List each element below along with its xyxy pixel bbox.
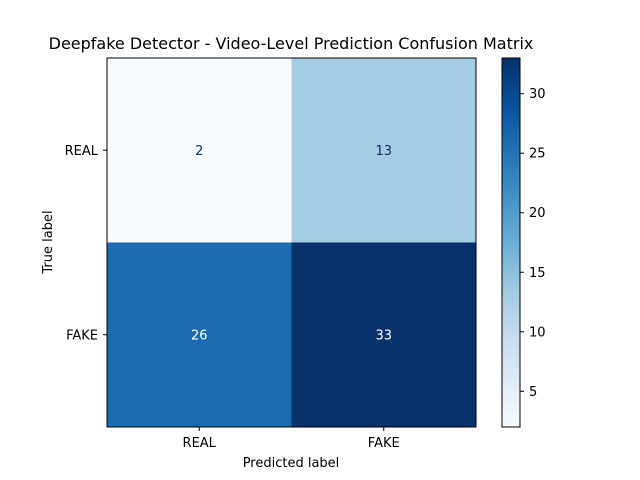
x-tick-label: REAL	[183, 436, 217, 451]
y-axis-label: True label	[41, 210, 56, 274]
y-tick-label: REAL	[65, 144, 99, 159]
colorbar-tick-label: 30	[529, 87, 546, 102]
cell-value-label: 2	[195, 144, 203, 159]
x-tick-label: FAKE	[368, 436, 400, 451]
x-axis-label: Predicted label	[243, 456, 340, 471]
chart-title: Deepfake Detector - Video-Level Predicti…	[49, 34, 534, 53]
colorbar-tick-label: 20	[529, 206, 546, 221]
y-axis-ticks: REAL FAKE	[65, 144, 107, 343]
colorbar-tick-label: 25	[529, 147, 546, 162]
heatmap-cell	[291, 58, 476, 243]
heatmap-cell	[107, 242, 292, 427]
x-axis-ticks: REAL FAKE	[183, 427, 400, 451]
colorbar-tick-label: 10	[529, 325, 546, 340]
heatmap-cell	[291, 242, 476, 427]
cell-value-label: 26	[191, 328, 208, 343]
y-tick-label: FAKE	[66, 328, 98, 343]
cell-value-label: 13	[375, 144, 392, 159]
colorbar-ticks: 5 10 15 20 25 30	[520, 87, 546, 400]
heatmap-cells: 2 13 26 33	[107, 58, 476, 427]
plot-frame	[106, 57, 477, 428]
colorbar-tick-label: 15	[529, 266, 546, 281]
colorbar-tick-label: 5	[529, 385, 537, 400]
heatmap-cell	[107, 58, 292, 243]
cell-value-label: 33	[375, 328, 392, 343]
colorbar	[501, 57, 521, 428]
